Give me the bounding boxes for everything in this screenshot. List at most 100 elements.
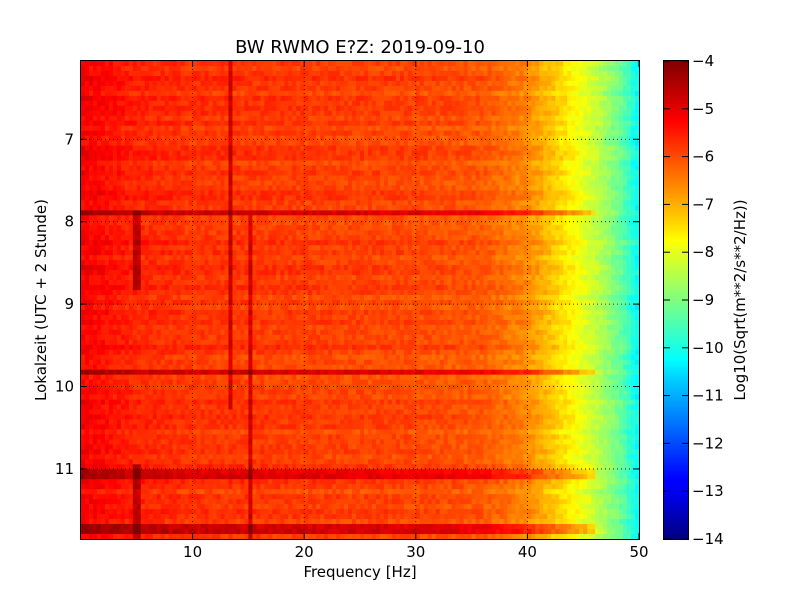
heatmap-cell — [180, 190, 186, 197]
heatmap-cell — [92, 120, 98, 127]
heatmap-cell — [256, 120, 261, 127]
heatmap-cell — [499, 160, 505, 167]
heatmap-cell — [479, 65, 485, 72]
heatmap-cell — [399, 180, 405, 187]
heatmap-cell — [164, 95, 170, 102]
heatmap-cell — [391, 210, 397, 216]
heatmap-cell — [619, 110, 624, 117]
heatmap-cell — [244, 225, 249, 231]
heatmap-cell — [248, 215, 253, 221]
heatmap-cell — [379, 150, 385, 157]
heatmap-cell — [547, 110, 552, 117]
heatmap-cell — [431, 165, 437, 172]
heatmap-cell — [236, 90, 242, 97]
heatmap-cell — [224, 235, 230, 241]
heatmap-cell — [535, 110, 540, 117]
heatmap-cell — [320, 195, 325, 202]
heatmap-cell — [280, 150, 285, 157]
heatmap-cell — [423, 225, 429, 231]
heatmap-cell — [527, 65, 532, 72]
heatmap-cell — [156, 165, 162, 172]
heatmap-cell — [619, 175, 624, 182]
heatmap-cell — [128, 210, 134, 216]
heatmap-cell — [475, 150, 481, 157]
heatmap-cell — [483, 215, 489, 221]
heatmap-cell — [216, 155, 222, 162]
heatmap-cell — [563, 225, 568, 231]
heatmap-cell — [156, 115, 162, 122]
heatmap-cell — [212, 100, 218, 107]
heatmap-cell — [627, 125, 632, 132]
heatmap-cell — [276, 220, 281, 226]
heatmap-cell — [555, 150, 560, 157]
heatmap-cell — [224, 120, 230, 127]
heatmap-cell — [407, 145, 413, 152]
heatmap-cell — [336, 135, 341, 142]
heatmap-cell — [252, 95, 257, 102]
heatmap-cell — [260, 165, 265, 172]
heatmap-cell — [403, 205, 409, 211]
heatmap-cell — [144, 235, 150, 241]
heatmap-cell — [268, 175, 273, 182]
heatmap-cell — [611, 95, 616, 102]
heatmap-cell — [419, 205, 425, 211]
heatmap-cell — [447, 70, 453, 77]
heatmap-cell — [220, 145, 226, 152]
heatmap-cell — [451, 150, 457, 157]
heatmap-cell — [308, 175, 313, 182]
heatmap-cell — [363, 180, 369, 187]
heatmap-cell — [108, 115, 114, 122]
heatmap-cell — [387, 90, 393, 97]
heatmap-cell — [619, 105, 624, 112]
heatmap-cell — [515, 190, 521, 197]
heatmap-cell — [208, 70, 214, 77]
heatmap-cell — [196, 135, 202, 142]
heatmap-cell — [607, 185, 612, 192]
heatmap-cell — [120, 110, 126, 117]
heatmap-cell — [619, 100, 624, 107]
heatmap-cell — [479, 75, 485, 82]
heatmap-cell — [595, 225, 600, 231]
heatmap-cell — [236, 85, 242, 92]
heatmap-cell — [519, 105, 525, 112]
heatmap-cell — [495, 110, 501, 117]
heatmap-cell — [503, 85, 509, 92]
heatmap-cell — [100, 150, 106, 157]
heatmap-cell — [487, 220, 493, 226]
heatmap-cell — [180, 61, 186, 67]
heatmap-cell — [104, 130, 110, 137]
heatmap-cell — [555, 105, 560, 112]
heatmap-cell — [387, 110, 393, 117]
heatmap-cell — [152, 75, 158, 82]
heatmap-cell — [371, 220, 377, 226]
heatmap-cell — [232, 85, 238, 92]
heatmap-cell — [519, 125, 525, 132]
heatmap-cell — [483, 190, 489, 197]
heatmap-cell — [379, 225, 385, 231]
heatmap-cell — [116, 130, 122, 137]
heatmap-cell — [340, 235, 345, 241]
heatmap-cell — [367, 170, 373, 177]
heatmap-cell — [280, 140, 285, 147]
heatmap-cell — [615, 105, 620, 112]
heatmap-cell — [264, 140, 269, 147]
heatmap-cell — [300, 175, 305, 182]
heatmap-cell — [176, 220, 182, 226]
heatmap-cell — [244, 61, 249, 67]
heatmap-cell — [407, 130, 413, 137]
heatmap-cell — [591, 155, 596, 162]
heatmap-cell — [371, 70, 377, 77]
heatmap-cell — [244, 190, 249, 197]
heatmap-cell — [547, 70, 552, 77]
heatmap-cell — [487, 145, 493, 152]
heatmap-cell — [607, 225, 612, 231]
heatmap-cell — [204, 65, 210, 72]
heatmap-cell — [471, 185, 477, 192]
heatmap-cell — [475, 125, 481, 132]
heatmap-cell — [631, 190, 636, 197]
heatmap-cell — [288, 210, 293, 216]
heatmap-cell — [631, 120, 636, 127]
heatmap-cell — [192, 115, 198, 122]
heatmap-cell — [431, 170, 437, 177]
heatmap-cell — [116, 230, 122, 236]
